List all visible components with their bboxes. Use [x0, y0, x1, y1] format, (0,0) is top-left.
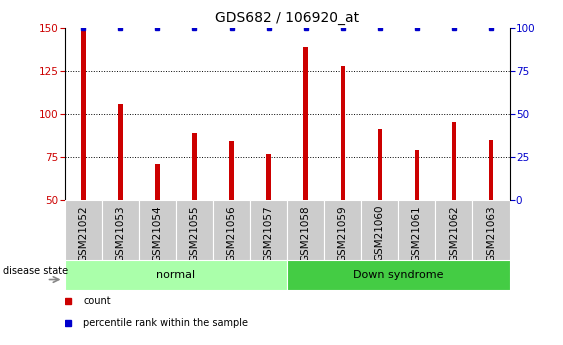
Text: GSM21055: GSM21055	[190, 205, 199, 262]
Text: normal: normal	[157, 270, 195, 280]
Text: GSM21056: GSM21056	[226, 205, 236, 262]
Text: GSM21062: GSM21062	[449, 205, 459, 262]
Bar	[489, 140, 493, 200]
Bar	[399, 200, 435, 260]
Text: Down syndrome: Down syndrome	[353, 270, 444, 280]
Text: count: count	[83, 296, 111, 306]
Bar	[324, 200, 361, 260]
Bar	[378, 129, 382, 200]
Bar	[435, 200, 472, 260]
Text: GSM21052: GSM21052	[78, 205, 88, 262]
Bar	[65, 260, 287, 290]
Bar	[266, 154, 271, 200]
Bar	[192, 133, 196, 200]
Bar	[303, 47, 308, 200]
Bar	[229, 141, 234, 200]
Bar	[341, 66, 345, 200]
Bar	[118, 104, 123, 200]
Bar	[452, 122, 456, 200]
Bar	[176, 200, 213, 260]
Text: GSM21054: GSM21054	[153, 205, 162, 262]
Bar	[139, 200, 176, 260]
Text: disease state: disease state	[3, 266, 68, 276]
Bar	[361, 200, 399, 260]
Bar	[213, 200, 250, 260]
Bar	[287, 200, 324, 260]
Text: GSM21058: GSM21058	[301, 205, 311, 262]
Bar	[81, 31, 86, 200]
Bar	[250, 200, 287, 260]
Text: GSM21057: GSM21057	[263, 205, 274, 262]
Text: GSM21061: GSM21061	[412, 205, 422, 262]
Bar	[414, 150, 419, 200]
Title: GDS682 / 106920_at: GDS682 / 106920_at	[215, 11, 359, 25]
Bar	[287, 260, 510, 290]
Bar	[155, 164, 160, 200]
Bar	[65, 200, 102, 260]
Text: GSM21063: GSM21063	[486, 205, 496, 262]
Bar	[102, 200, 139, 260]
Text: GSM21059: GSM21059	[338, 205, 348, 262]
Text: GSM21053: GSM21053	[115, 205, 126, 262]
Text: percentile rank within the sample: percentile rank within the sample	[83, 318, 248, 328]
Text: GSM21060: GSM21060	[375, 205, 385, 262]
Bar	[472, 200, 510, 260]
